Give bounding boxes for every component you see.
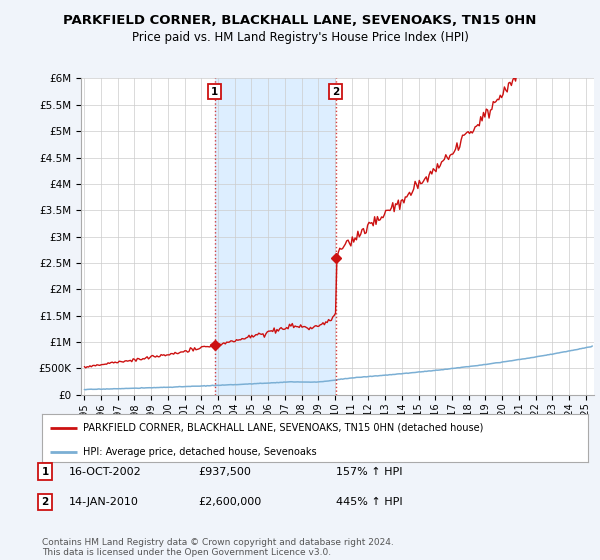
Text: 445% ↑ HPI: 445% ↑ HPI: [336, 497, 403, 507]
Text: 1: 1: [41, 466, 49, 477]
Text: 14-JAN-2010: 14-JAN-2010: [69, 497, 139, 507]
Text: PARKFIELD CORNER, BLACKHALL LANE, SEVENOAKS, TN15 0HN: PARKFIELD CORNER, BLACKHALL LANE, SEVENO…: [64, 14, 536, 27]
Text: £2,600,000: £2,600,000: [198, 497, 261, 507]
Text: 2: 2: [332, 87, 339, 96]
Text: PARKFIELD CORNER, BLACKHALL LANE, SEVENOAKS, TN15 0HN (detached house): PARKFIELD CORNER, BLACKHALL LANE, SEVENO…: [83, 423, 484, 433]
Text: 1: 1: [211, 87, 218, 96]
Bar: [215, 78, 335, 395]
Text: 16-OCT-2002: 16-OCT-2002: [69, 466, 142, 477]
Text: 157% ↑ HPI: 157% ↑ HPI: [336, 466, 403, 477]
Text: £937,500: £937,500: [198, 466, 251, 477]
Text: Contains HM Land Registry data © Crown copyright and database right 2024.
This d: Contains HM Land Registry data © Crown c…: [42, 538, 394, 557]
Text: HPI: Average price, detached house, Sevenoaks: HPI: Average price, detached house, Seve…: [83, 446, 317, 456]
Text: Price paid vs. HM Land Registry's House Price Index (HPI): Price paid vs. HM Land Registry's House …: [131, 31, 469, 44]
Text: 2: 2: [41, 497, 49, 507]
